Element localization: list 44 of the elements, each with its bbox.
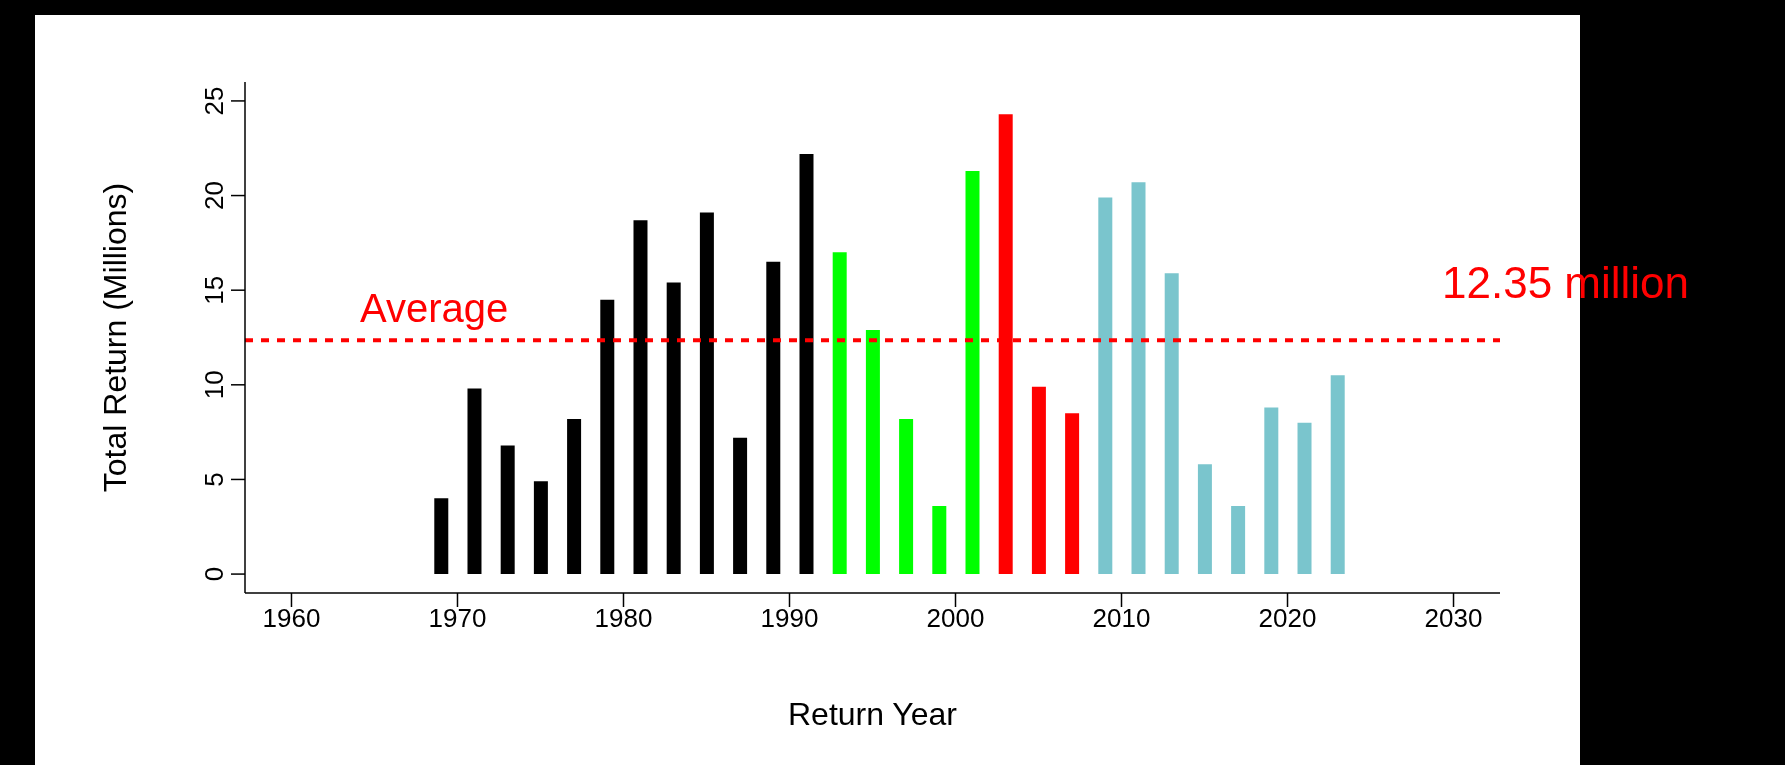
y-tick-label: 15 — [199, 275, 229, 305]
x-tick-label: 1990 — [760, 603, 819, 634]
bar — [865, 329, 880, 575]
bar — [500, 445, 515, 575]
bar — [1098, 197, 1113, 575]
bar — [899, 418, 914, 575]
y-tick-label: 20 — [199, 181, 229, 211]
y-axis-title: Total Return (Millions) — [97, 182, 134, 493]
x-tick-label: 1960 — [262, 603, 321, 634]
bar — [600, 299, 615, 575]
bar — [1264, 407, 1279, 575]
bar — [666, 282, 681, 575]
bar — [799, 153, 814, 575]
bar — [932, 505, 947, 575]
bar — [1131, 182, 1146, 575]
ref-line-label: Average — [360, 286, 509, 331]
y-tick-label: 10 — [199, 370, 229, 400]
bar — [1164, 273, 1179, 575]
bar — [633, 220, 648, 575]
bar — [1297, 422, 1312, 575]
bar — [1231, 505, 1246, 575]
bar — [965, 170, 980, 575]
x-axis-title: Return Year — [787, 696, 958, 732]
y-tick-label: 5 — [199, 472, 229, 487]
bar — [1197, 464, 1212, 575]
x-tick-label: 2020 — [1258, 603, 1317, 634]
bar — [1330, 375, 1345, 575]
x-tick-label: 2010 — [1092, 603, 1151, 634]
x-tick-label: 1980 — [594, 603, 653, 634]
bar — [434, 498, 449, 575]
y-tick-label: 0 — [199, 566, 229, 582]
bar — [1031, 386, 1046, 575]
bar — [533, 481, 548, 575]
y-tick-label: 25 — [199, 86, 229, 116]
x-tick-label: 2000 — [926, 603, 985, 634]
bar — [467, 388, 482, 575]
bar — [832, 252, 847, 575]
x-tick-label: 1970 — [428, 603, 487, 634]
bar — [567, 418, 582, 575]
x-tick-label: 2030 — [1424, 603, 1483, 634]
bar — [699, 212, 714, 575]
bar — [733, 437, 748, 575]
bar — [1065, 413, 1080, 575]
bar — [766, 261, 781, 575]
